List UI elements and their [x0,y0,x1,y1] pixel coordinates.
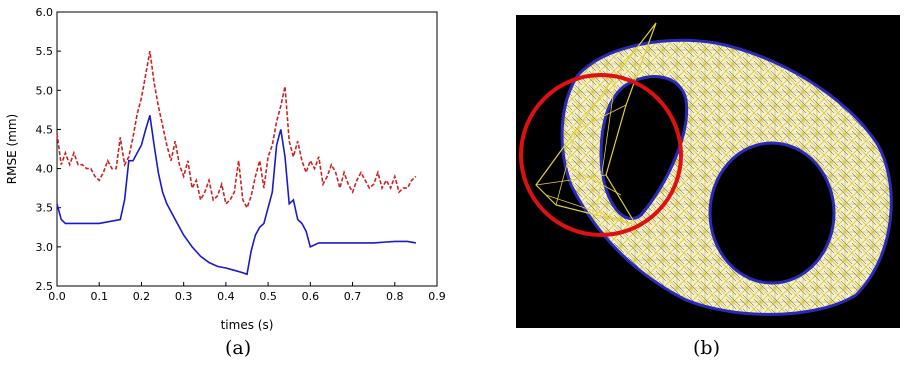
x-tick-label: 0.5 [259,290,277,303]
caption-b: (b) [693,337,720,359]
mesh-image [516,15,900,328]
series-line-red-dashed [56,50,417,210]
y-tick-label: 3.0 [36,241,54,254]
y-tick-label: 2.5 [36,280,54,293]
x-tick-label: 0.2 [133,290,151,303]
x-tick-label: 0.8 [386,290,404,303]
mesh-misaligned-lines [535,74,637,226]
series-layer [56,50,417,276]
x-tick-label: 0.3 [175,290,193,303]
y-tick-label: 5.5 [36,45,54,58]
x-tick-label: 0.7 [344,290,362,303]
highlight-circle [519,73,683,237]
x-tick-label: 0.9 [428,290,446,303]
y-axis-ticks: 2.5 3.0 3.5 4.0 4.5 5.0 5.5 6.0 [36,6,61,293]
y-tick-label: 4.5 [36,123,54,136]
mesh-misaligned-flap [535,22,657,226]
x-tick-label: 0.1 [90,290,108,303]
x-tick-label: 0.0 [48,290,66,303]
mesh-left-hole [599,75,689,220]
x-tick-label: 0.4 [217,290,235,303]
plot-frame [56,11,438,287]
x-axis-ticks: 0.0 0.1 0.2 0.3 0.4 0.5 0.6 0.7 0.8 0.9 [48,282,446,303]
x-tick-label: 0.6 [302,290,320,303]
y-axis-label: RMSE (mm) [5,114,19,184]
y-tick-label: 4.0 [36,163,54,176]
mesh-right-hole [708,141,836,285]
x-axis-label: times (s) [221,318,274,332]
series-line-blue-solid [56,115,417,276]
caption-a: (a) [225,337,252,359]
y-tick-label: 5.0 [36,84,54,97]
y-tick-label: 3.5 [36,202,54,215]
y-tick-label: 6.0 [36,6,54,19]
